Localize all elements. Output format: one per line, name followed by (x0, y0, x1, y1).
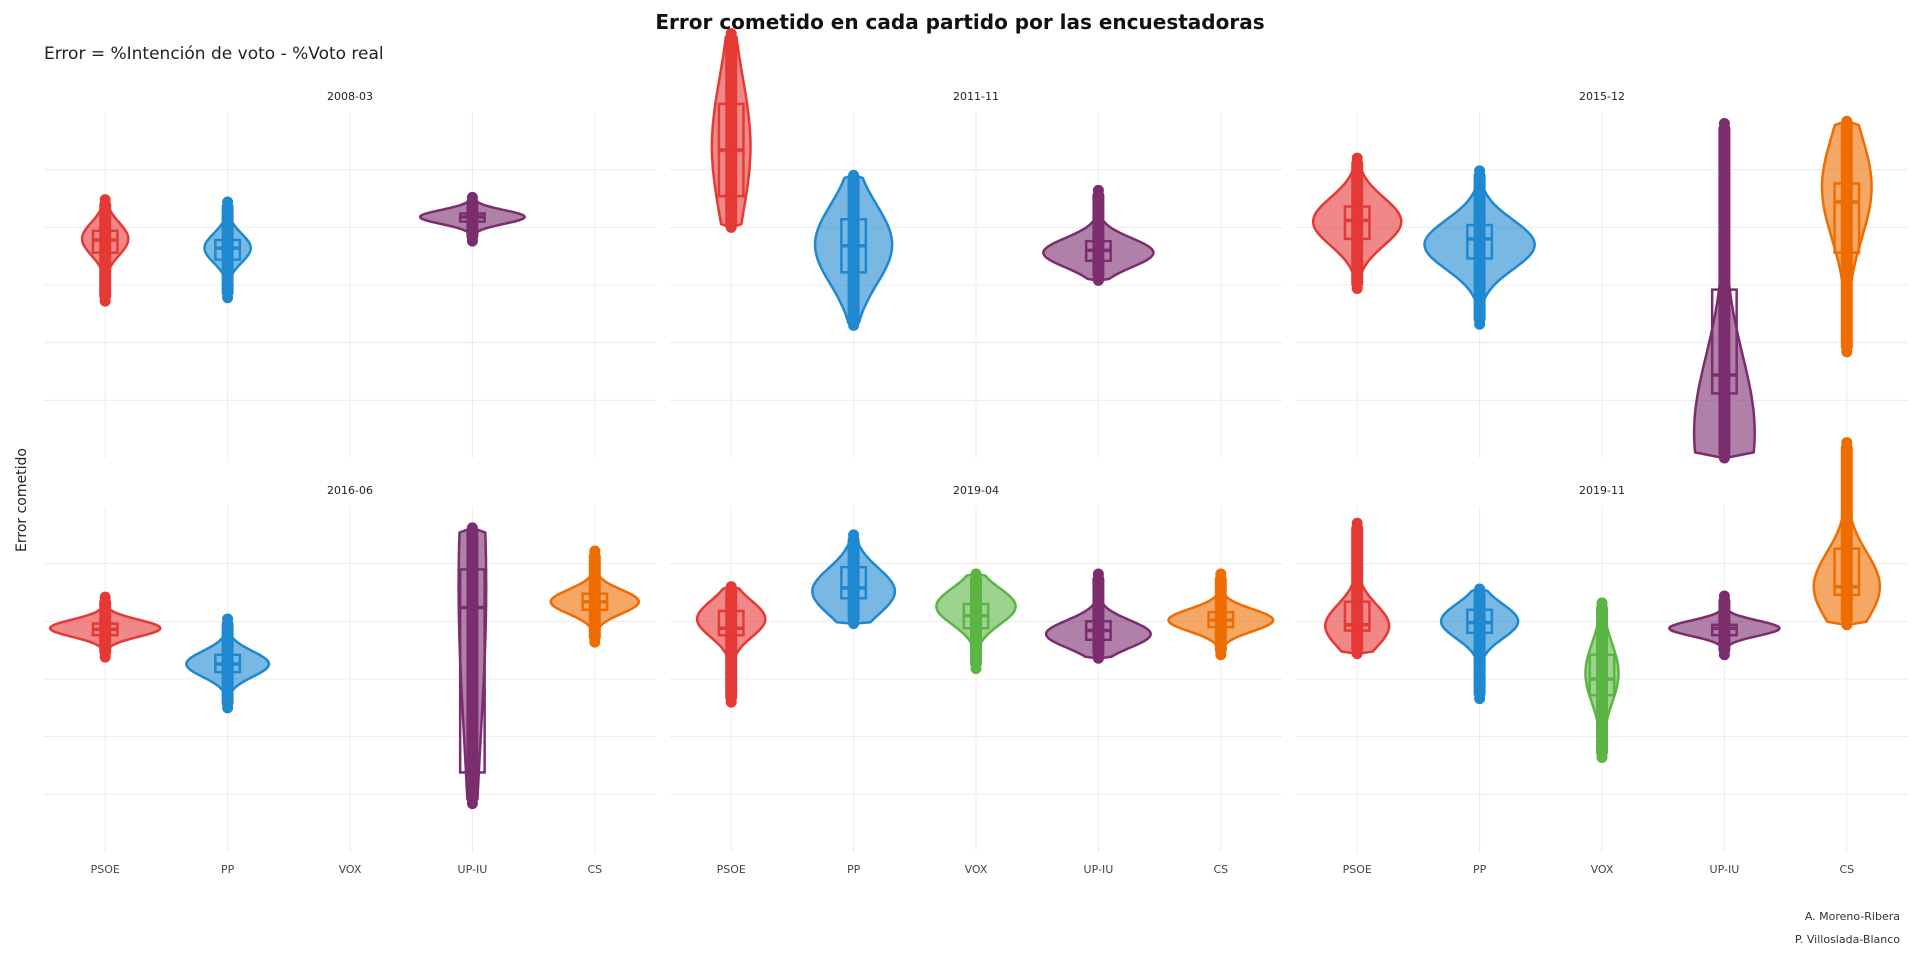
boxplot-box (840, 565, 868, 600)
violin-PP (811, 529, 897, 630)
violin-PSOE (1324, 517, 1391, 660)
violin-PSOE (80, 194, 130, 307)
facet-panel-2015-12: 2015-12 (1296, 90, 1908, 464)
x-tick-label: UP-IU (458, 863, 488, 876)
facet-label: 2015-12 (1579, 90, 1625, 103)
violin-CS (1820, 115, 1873, 358)
boxplot-box (717, 609, 745, 637)
facet-panel-2008-03: 2008-03 (44, 90, 656, 458)
point-spine (970, 574, 982, 669)
point-spine (1351, 523, 1364, 654)
caption-author-1: A. Moreno-Ribera (1804, 910, 1900, 923)
point-spine (1092, 574, 1105, 659)
facet-label: 2011-11 (953, 90, 999, 103)
facet-panel-2016-06: 2016-06 PSOE PP VOX UP-IU CS (44, 484, 656, 876)
boxplot-box (1466, 223, 1494, 260)
boxplot-box (458, 568, 486, 774)
chart-subtitle: Error = %Intención de voto - %Voto real (44, 44, 384, 64)
point-spine (1473, 170, 1486, 325)
point-spine (1214, 574, 1227, 655)
violin-PSOE (1311, 152, 1403, 294)
x-tick-label: CS (587, 863, 602, 876)
violin-UP-IU (1692, 118, 1756, 464)
violin-UP-IU (1668, 590, 1781, 661)
x-tick-label: CS (1213, 863, 1228, 876)
violin-VOX (935, 568, 1017, 675)
violin-UP-IU (457, 522, 488, 810)
point-spine (1840, 442, 1853, 625)
point-spine (725, 586, 738, 703)
facet-panel-2019-04: 2019-04 PSOE PP VOX UP-IU CS (670, 484, 1282, 876)
violin-PP (813, 169, 894, 331)
point-spine (588, 550, 601, 643)
violin-CS (1167, 568, 1275, 661)
violin-VOX (1584, 597, 1620, 763)
x-tick-label: PSOE (717, 863, 746, 876)
facet-panel-2019-11: 2019-11 PSOE PP VOX UP-IU CS (1296, 437, 1908, 876)
point-spine (847, 534, 860, 624)
facet-label: 2008-03 (327, 90, 373, 103)
chart-title: Error cometido en cada partido por las e… (655, 10, 1265, 34)
boxplot-box (1588, 653, 1616, 697)
point-spine (847, 175, 860, 326)
boxplot-box (1833, 547, 1861, 597)
caption-author-2: P. Villoslada-Blanco (1794, 933, 1900, 946)
facet-label: 2019-04 (953, 484, 999, 497)
violin-PSOE (48, 591, 162, 663)
x-tick-label: PSOE (1343, 863, 1372, 876)
x-tick-label: VOX (339, 863, 362, 876)
point-spine (1473, 589, 1486, 699)
boxplot-box (1343, 205, 1371, 241)
point-spine (1092, 190, 1105, 281)
x-tick-label: VOX (965, 863, 988, 876)
x-tick-label: PSOE (91, 863, 120, 876)
point-spine (99, 597, 112, 658)
boxplot-box (1343, 600, 1371, 632)
facet-label: 2019-11 (1579, 484, 1625, 497)
boxplot-box (1833, 182, 1861, 254)
violin-UP-IU (418, 191, 526, 247)
x-tick-label: VOX (1591, 863, 1614, 876)
violin-CS (1812, 437, 1882, 631)
violin-PP (203, 196, 252, 304)
violin-PP (185, 613, 271, 714)
violin-CS (549, 545, 641, 648)
x-tick-label: PP (847, 863, 861, 876)
x-tick-label: PP (221, 863, 235, 876)
x-tick-label: UP-IU (1710, 863, 1740, 876)
violin-PP (1423, 165, 1536, 330)
violin-UP-IU (1042, 184, 1155, 286)
violin-PSOE (695, 581, 767, 708)
point-spine (99, 199, 112, 302)
point-spine (725, 33, 738, 228)
violin-PSOE (710, 28, 752, 233)
point-spine (466, 527, 479, 804)
x-tick-label: UP-IU (1084, 863, 1114, 876)
boxplot-box (1710, 288, 1738, 395)
facet-panel-2011-11: 2011-11 (670, 28, 1282, 458)
violin-UP-IU (1044, 568, 1152, 664)
point-spine (466, 197, 479, 242)
x-tick-label: CS (1839, 863, 1854, 876)
facet-label: 2016-06 (327, 484, 373, 497)
violin-PP (1439, 583, 1520, 705)
x-tick-label: PP (1473, 863, 1487, 876)
point-spine (1840, 121, 1853, 352)
point-spine (1351, 158, 1364, 289)
